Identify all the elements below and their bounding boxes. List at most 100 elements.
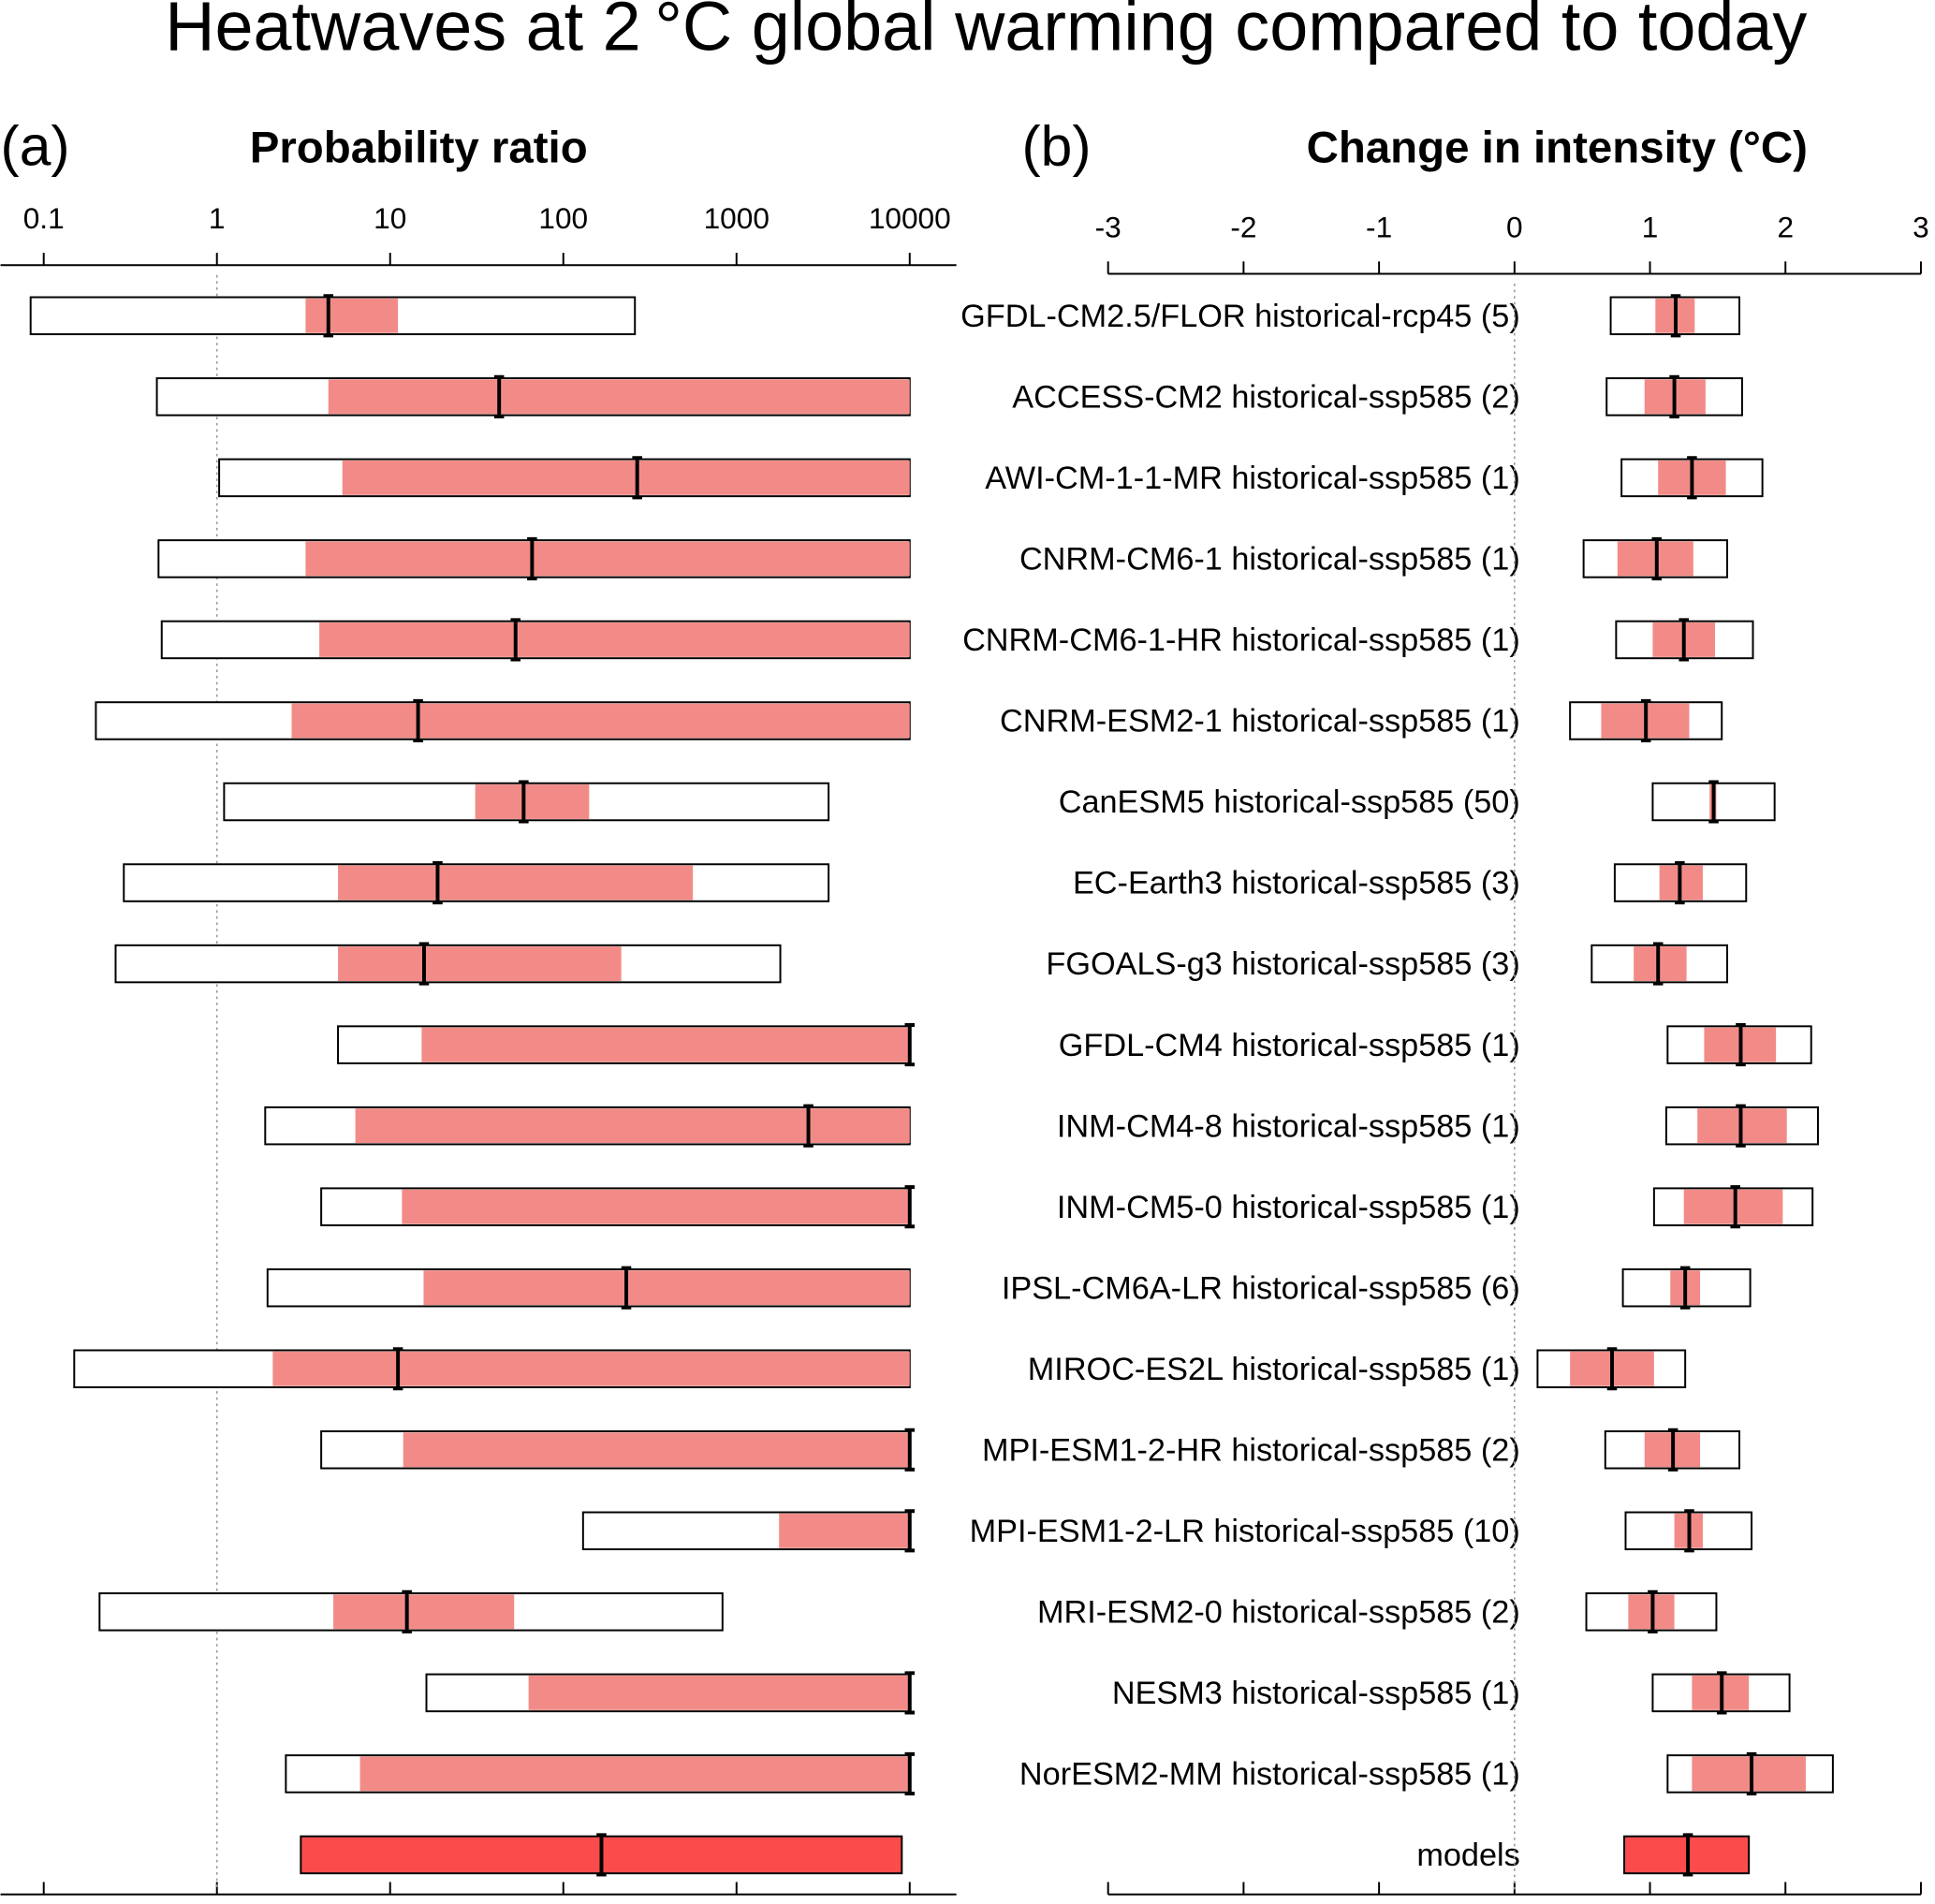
category-label: CNRM-CM6-1 historical-ssp585 (1) (1019, 542, 1520, 578)
x-tick-label: 2 (1777, 210, 1794, 243)
best-estimate (418, 942, 430, 986)
inner-range (423, 1270, 910, 1306)
category-label: EC-Earth3 historical-ssp585 (3) (1073, 866, 1520, 901)
best-estimate (904, 1509, 916, 1553)
inner-range (333, 1594, 515, 1630)
best-estimate (1670, 294, 1681, 338)
best-estimate (1667, 1428, 1678, 1472)
inner-range (338, 946, 622, 982)
category-label: IPSL-CM6A-LR historical-ssp585 (6) (1002, 1270, 1520, 1306)
inner-range (1692, 1756, 1806, 1792)
panel-title: Probability ratio (250, 123, 588, 172)
category-label: MPI-ESM1-2-LR historical-ssp585 (10) (970, 1514, 1520, 1549)
best-estimate (1678, 618, 1689, 662)
best-estimate (392, 1347, 403, 1391)
x-tick-label: -1 (1366, 210, 1392, 243)
category-label: MPI-ESM1-2-HR historical-ssp585 (2) (982, 1432, 1520, 1468)
category-label: NorESM2-MM historical-ssp585 (1) (1019, 1757, 1520, 1793)
best-estimate (1652, 942, 1664, 986)
best-estimate (1640, 698, 1651, 743)
best-estimate (904, 1428, 916, 1472)
panel-title: Change in intensity (°C) (1307, 123, 1808, 172)
best-estimate (803, 1104, 814, 1148)
best-estimate (596, 1833, 607, 1877)
best-estimate (510, 618, 521, 662)
x-tick-label: 0.1 (23, 201, 65, 235)
panel-label: (a) (1, 114, 70, 178)
category-label: ACCESS-CM2 historical-ssp585 (2) (1012, 380, 1519, 416)
best-estimate (1679, 1266, 1691, 1310)
x-tick-label: 10 (374, 201, 406, 235)
best-estimate (621, 1266, 632, 1310)
inner-range (402, 1189, 910, 1224)
best-estimate (323, 294, 334, 338)
best-estimate (904, 1751, 916, 1795)
inner-range (291, 703, 910, 739)
category-label: FGOALS-g3 historical-ssp585 (3) (1046, 946, 1519, 982)
inner-range (342, 460, 910, 495)
category-label: MRI-ESM2-0 historical-ssp585 (2) (1037, 1595, 1520, 1631)
inner-range (319, 622, 910, 657)
best-estimate (413, 698, 423, 743)
inner-range (528, 1675, 910, 1710)
inner-range (328, 379, 910, 415)
category-label: INM-CM4-8 historical-ssp585 (1) (1057, 1108, 1520, 1144)
inner-range (359, 1756, 910, 1792)
category-label: AWI-CM-1-1-MR historical-ssp585 (1) (985, 461, 1520, 496)
x-tick-label: 1 (209, 201, 226, 235)
category-label: GFDL-CM2.5/FLOR historical-rcp45 (5) (960, 299, 1520, 334)
best-estimate (1651, 536, 1663, 580)
category-label: GFDL-CM4 historical-ssp585 (1) (1059, 1028, 1520, 1063)
x-tick-label: 10000 (869, 201, 951, 235)
x-tick-label: 1 (1642, 210, 1659, 243)
x-tick-label: -2 (1230, 210, 1256, 243)
best-estimate (904, 1185, 916, 1229)
best-estimate (904, 1023, 916, 1067)
best-estimate (402, 1589, 412, 1633)
best-estimate (1669, 374, 1679, 418)
category-label: INM-CM5-0 historical-ssp585 (1) (1057, 1190, 1520, 1225)
best-estimate (1746, 1751, 1757, 1795)
figure-title: Heatwaves at 2 °C global warming compare… (165, 0, 1807, 66)
best-estimate (493, 374, 505, 418)
category-label: MIROC-ES2L historical-ssp585 (1) (1028, 1352, 1520, 1387)
best-estimate (519, 780, 529, 824)
inner-range (305, 298, 399, 333)
category-label: CNRM-ESM2-1 historical-ssp585 (1) (1000, 704, 1520, 740)
x-tick-label: 100 (538, 201, 588, 235)
best-estimate (1675, 860, 1685, 905)
best-estimate (1682, 1833, 1693, 1877)
best-estimate (432, 860, 443, 905)
best-estimate (527, 536, 537, 580)
x-tick-label: 3 (1913, 210, 1929, 243)
best-estimate (1687, 456, 1697, 500)
category-label: CanESM5 historical-ssp585 (50) (1059, 784, 1520, 820)
panel-label: (b) (1021, 114, 1091, 178)
category-label: NESM3 historical-ssp585 (1) (1112, 1676, 1520, 1711)
best-estimate (1736, 1023, 1746, 1067)
best-estimate (1730, 1185, 1740, 1229)
best-estimate (632, 456, 642, 500)
inner-range (1634, 946, 1687, 982)
inner-range (475, 784, 590, 819)
best-estimate (1708, 780, 1719, 824)
best-estimate (1716, 1671, 1727, 1715)
best-estimate (1648, 1589, 1658, 1633)
category-label: CNRM-CM6-1-HR historical-ssp585 (1) (962, 622, 1520, 658)
x-tick-label: -3 (1095, 210, 1121, 243)
inner-range (1683, 1189, 1783, 1224)
inner-range (403, 1432, 910, 1468)
inner-range (355, 1108, 910, 1144)
inner-range (779, 1513, 910, 1548)
category-label: models (1416, 1838, 1519, 1873)
best-estimate (1606, 1347, 1618, 1391)
x-tick-label: 1000 (704, 201, 770, 235)
best-estimate (1684, 1509, 1694, 1553)
best-estimate (1736, 1104, 1746, 1148)
inner-range (272, 1351, 910, 1386)
inner-range (421, 1027, 910, 1062)
inner-range (338, 865, 694, 901)
inner-range (305, 541, 910, 577)
